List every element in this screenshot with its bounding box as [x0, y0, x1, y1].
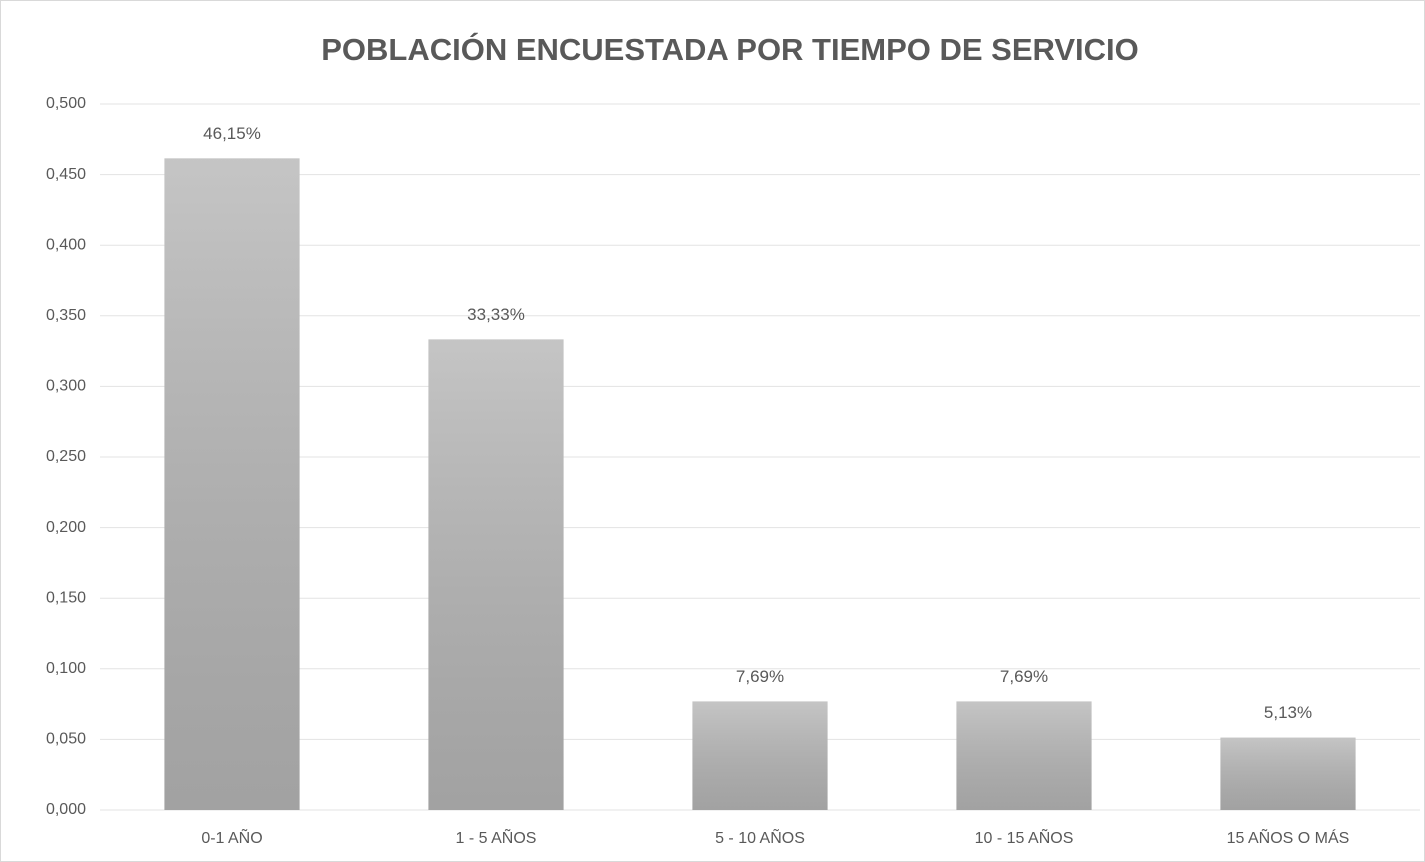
- y-tick-label: 0,200: [46, 519, 86, 536]
- bar: [1220, 737, 1356, 810]
- data-label: 7,69%: [1000, 667, 1048, 686]
- bar: [956, 701, 1092, 810]
- y-tick-label: 0,250: [46, 448, 86, 465]
- x-tick-label: 15 AÑOS O MÁS: [1227, 827, 1350, 847]
- x-tick-label: 5 - 10 AÑOS: [715, 827, 805, 847]
- x-tick-label: 10 - 15 AÑOS: [975, 827, 1074, 847]
- y-tick-label: 0,400: [46, 236, 86, 253]
- x-tick-label: 0-1 AÑO: [201, 827, 262, 847]
- data-label: 33,33%: [467, 305, 525, 324]
- y-tick-label: 0,050: [46, 731, 86, 748]
- data-label: 7,69%: [736, 667, 784, 686]
- data-label: 5,13%: [1264, 703, 1312, 722]
- chart-title: POBLACIÓN ENCUESTADA POR TIEMPO DE SERVI…: [321, 31, 1139, 67]
- y-tick-label: 0,350: [46, 307, 86, 324]
- y-tick-label: 0,450: [46, 166, 86, 183]
- y-tick-label: 0,100: [46, 660, 86, 677]
- bar: [428, 339, 564, 810]
- bar: [164, 158, 300, 810]
- y-tick-label: 0,300: [46, 378, 86, 395]
- data-label: 46,15%: [203, 124, 261, 143]
- bar: [692, 701, 828, 810]
- x-tick-label: 1 - 5 AÑOS: [456, 827, 537, 847]
- y-tick-label: 0,000: [46, 801, 86, 818]
- y-tick-label: 0,150: [46, 589, 86, 606]
- y-tick-label: 0,500: [46, 95, 86, 112]
